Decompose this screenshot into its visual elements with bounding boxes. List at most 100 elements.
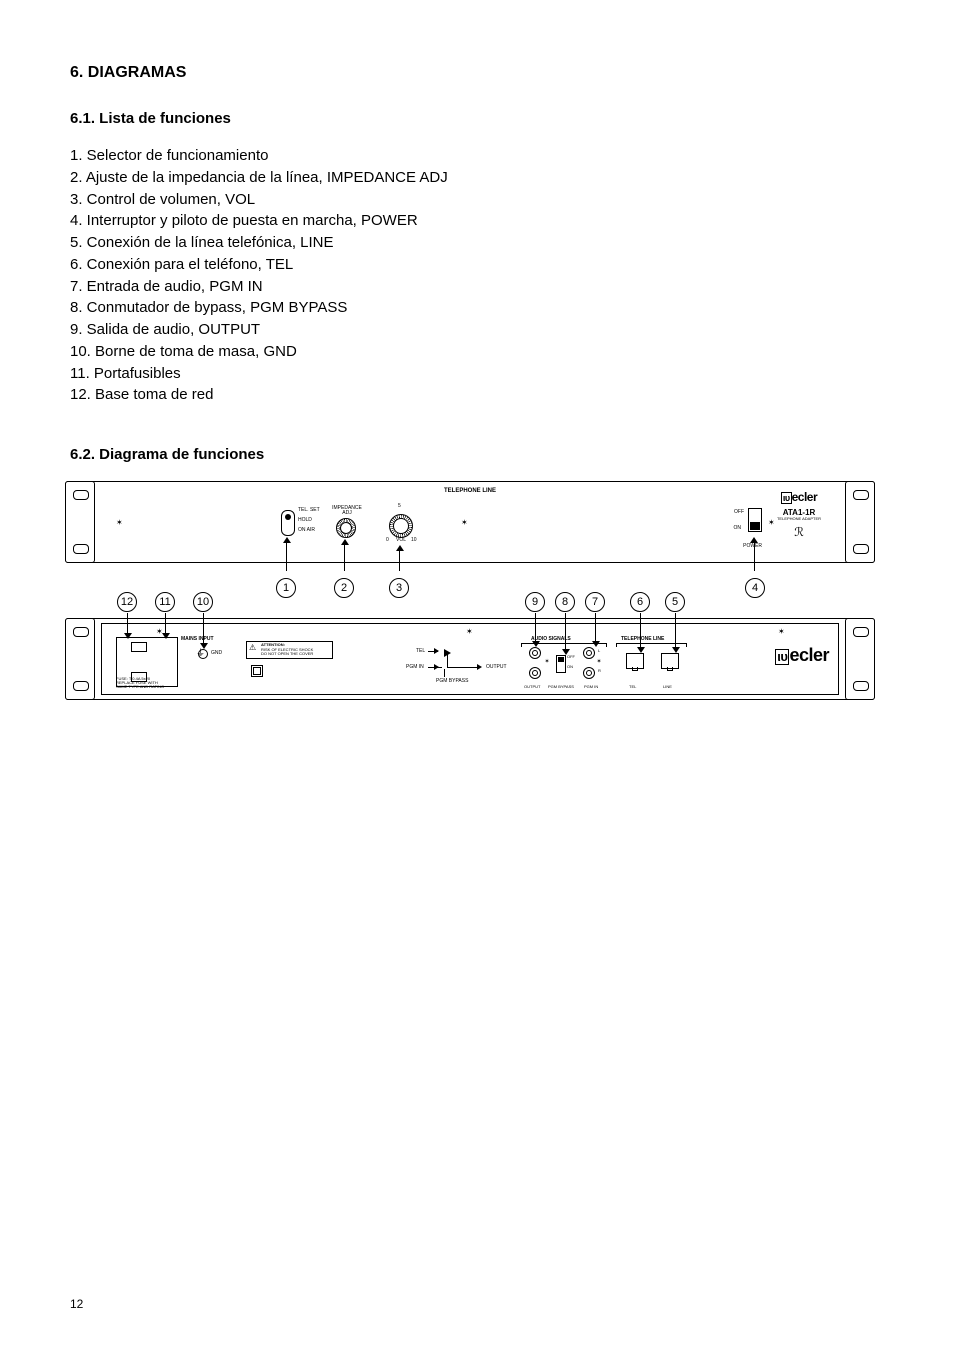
arrow-icon — [200, 643, 208, 649]
volume-knob — [389, 514, 413, 538]
bypass-flow-label: PGM BYPASS — [436, 679, 468, 684]
leader-line — [565, 613, 566, 649]
group-bracket — [686, 643, 687, 647]
power-off-label: OFF — [734, 510, 744, 515]
screw-icon: ✶ — [596, 659, 602, 665]
brand-block: ιυecler ATA1-1R TELEPHONE ADAPTER ℛ — [764, 488, 834, 540]
front-panel: TELEPHONE LINE ✶ ✶ ✶ TEL. SET HOLD ON AI… — [65, 481, 875, 563]
list-item: 1. Selector de funcionamiento — [70, 145, 884, 167]
list-item: 3. Control de volumen, VOL — [70, 189, 884, 211]
power-on-label: ON — [734, 526, 742, 531]
flow-line — [428, 651, 438, 652]
warning-triangle-icon: ⚠ — [249, 643, 256, 652]
brand-logo: ιυecler — [781, 490, 817, 504]
screw-icon: ✶ — [466, 629, 472, 635]
impedance-label: IMPEDANCE ADJ — [327, 506, 367, 516]
flow-line — [428, 667, 442, 668]
rca-pgmin-l — [583, 647, 595, 659]
mount-hole-icon — [853, 544, 869, 554]
arrow-icon — [124, 633, 132, 639]
output-conn-label: OUTPUT — [524, 685, 540, 689]
selector-label: HOLD — [298, 518, 312, 523]
impedance-knob — [336, 518, 356, 538]
lr-label: R — [598, 669, 601, 673]
tel-flow-label: TEL — [416, 649, 425, 654]
subsection-1-title: 6.1. Lista de funciones — [70, 110, 884, 127]
telephone-line-label: TELEPHONE LINE — [621, 637, 664, 642]
bypass-off-label: OFF — [567, 655, 575, 659]
list-item: 8. Conmutador de bypass, PGM BYPASS — [70, 297, 884, 319]
mount-hole-icon — [73, 544, 89, 554]
callout-8: 8 — [555, 592, 575, 612]
screw-icon: ✶ — [778, 629, 784, 635]
leader-line — [754, 543, 755, 571]
line-conn-label: LINE — [663, 685, 672, 689]
list-item: 5. Conexión de la línea telefónica, LINE — [70, 232, 884, 254]
rca-output-r — [529, 667, 541, 679]
mount-hole-icon — [853, 627, 869, 637]
output-flow-label: OUTPUT — [486, 665, 507, 670]
signature-icon: ℛ — [764, 525, 834, 540]
vol-label: VOL — [396, 538, 406, 543]
callout-3: 3 — [389, 578, 409, 598]
list-item: 4. Interruptor y piloto de puesta en mar… — [70, 210, 884, 232]
screw-icon: ✶ — [461, 520, 467, 526]
list-item: 10. Borne de toma de masa, GND — [70, 341, 884, 363]
callout-10: 10 — [193, 592, 213, 612]
group-bracket — [616, 643, 617, 647]
pgmin-conn-label: PGM IN — [584, 685, 598, 689]
flow-line — [444, 669, 445, 677]
callout-11: 11 — [155, 592, 175, 612]
rack-ear-right — [845, 618, 875, 700]
selector-label: ON AIR — [298, 528, 315, 533]
callout-6: 6 — [630, 592, 650, 612]
leader-line — [286, 543, 287, 571]
bypass-on-label: ON — [567, 665, 573, 669]
arrow-icon — [637, 647, 645, 653]
power-label: POWER — [743, 544, 762, 549]
callout-4: 4 — [745, 578, 765, 598]
brand-logo: ιυecler — [775, 645, 829, 665]
callout-7: 7 — [585, 592, 605, 612]
arrow-icon — [341, 539, 349, 545]
rack-ear-left — [65, 618, 95, 700]
rj-tel — [626, 653, 644, 669]
rj-line — [661, 653, 679, 669]
list-item: 12. Base toma de red — [70, 384, 884, 406]
mode-selector — [281, 510, 295, 536]
bypass-conn-label: PGM BYPASS — [548, 685, 574, 689]
vol-scale-max: 10 — [411, 538, 417, 543]
callout-2: 2 — [334, 578, 354, 598]
gnd-label: GND — [211, 651, 222, 656]
callout-5: 5 — [665, 592, 685, 612]
mount-hole-icon — [73, 681, 89, 691]
vol-scale-min: 0 — [386, 538, 389, 543]
list-item: 9. Salida de audio, OUTPUT — [70, 319, 884, 341]
arrow-icon — [562, 649, 570, 655]
diagrams: TELEPHONE LINE ✶ ✶ ✶ TEL. SET HOLD ON AI… — [65, 481, 875, 700]
callout-1: 1 — [276, 578, 296, 598]
subsection-2-title: 6.2. Diagrama de funciones — [70, 446, 884, 463]
model-subtitle: TELEPHONE ADAPTER — [764, 517, 834, 521]
arrow-icon — [672, 647, 680, 653]
mount-hole-icon — [73, 627, 89, 637]
arrow-icon — [592, 641, 600, 647]
flow-line — [447, 667, 477, 668]
warning-box: ⚠ ATTENTION: RISK OF ELECTRIC SHOCK DO N… — [246, 641, 333, 659]
leader-line — [203, 613, 204, 643]
mount-hole-icon — [853, 681, 869, 691]
bypass-switch — [556, 655, 566, 673]
arrow-icon — [396, 545, 404, 551]
warn-line: DO NOT OPEN THE COVER — [261, 652, 313, 656]
leader-line — [640, 613, 641, 647]
leader-line — [535, 613, 536, 641]
list-item: 2. Ajuste de la impedancia de la línea, … — [70, 167, 884, 189]
leader-line — [399, 551, 400, 571]
vol-scale-mid: 5 — [398, 504, 401, 509]
arrow-icon — [532, 641, 540, 647]
arrow-icon — [283, 537, 291, 543]
rca-pgmin-r — [583, 667, 595, 679]
screw-icon: ✶ — [116, 520, 122, 526]
list-item: 11. Portafusibles — [70, 363, 884, 385]
page-number: 12 — [70, 1297, 83, 1311]
